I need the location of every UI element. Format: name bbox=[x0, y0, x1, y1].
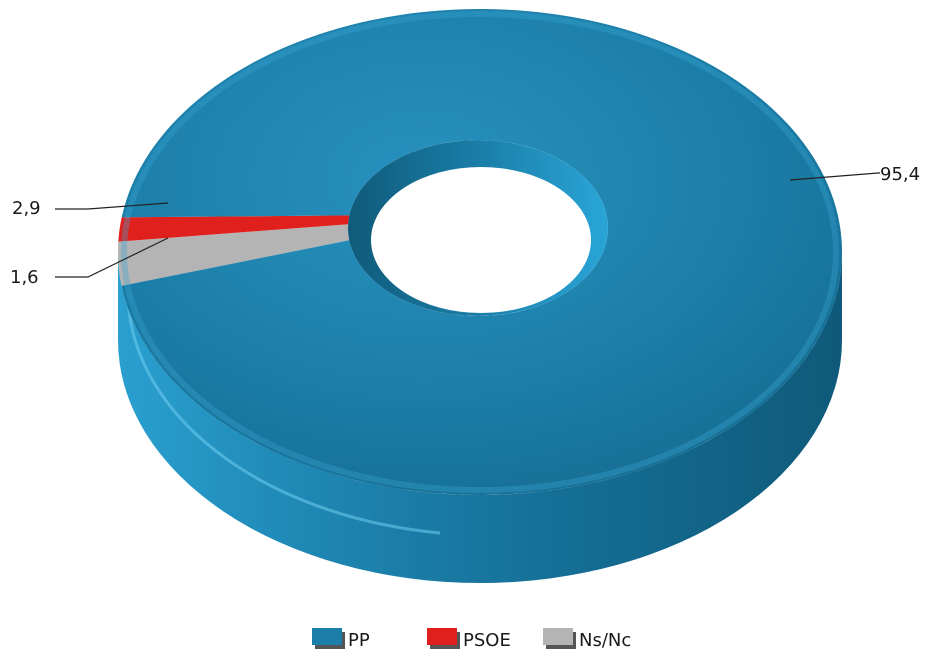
donut-hole bbox=[348, 140, 608, 316]
leader-line-psoe bbox=[55, 237, 169, 278]
legend-swatch-psoe bbox=[427, 628, 457, 645]
slice-pp bbox=[121, 8, 843, 495]
legend-swatch-nsnc bbox=[543, 628, 573, 645]
legend-swatch-pp bbox=[312, 628, 342, 645]
slice-psoe bbox=[118, 215, 350, 242]
data-labels: 2,9 1,6 95,4 bbox=[10, 164, 920, 288]
donut-rim bbox=[121, 11, 839, 493]
leader-line-pp bbox=[789, 172, 880, 181]
legend: PP PSOE Ns/Nc bbox=[312, 628, 631, 651]
leader-line-nsnc bbox=[55, 202, 169, 210]
donut-slices bbox=[118, 8, 843, 495]
slice-nsnc bbox=[118, 224, 350, 286]
donut-side bbox=[118, 252, 842, 583]
legend-label-pp: PP bbox=[348, 630, 370, 651]
data-label-pp: 95,4 bbox=[880, 164, 920, 185]
legend-label-psoe: PSOE bbox=[463, 630, 511, 651]
legend-label-nsnc: Ns/Nc bbox=[579, 630, 631, 651]
data-label-psoe: 1,6 bbox=[10, 267, 39, 288]
data-label-nsnc: 2,9 bbox=[12, 198, 41, 219]
